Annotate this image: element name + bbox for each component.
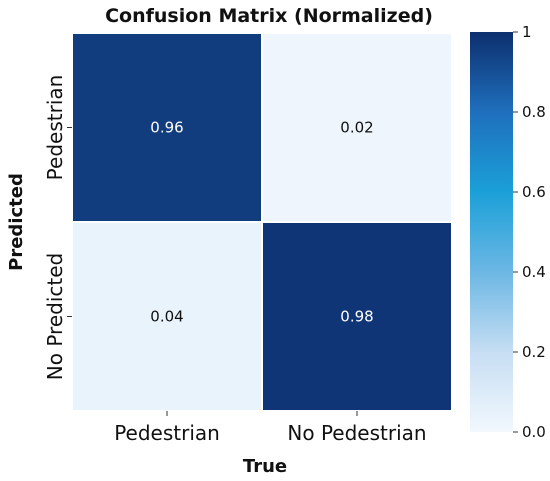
heatmap-cell [71, 32, 263, 223]
heatmap-cell [261, 32, 453, 223]
colorbar-ticks: 0.0 0.2 0.4 0.6 0.8 1 [513, 23, 546, 441]
heatmap-cell [71, 221, 263, 412]
x-tick-label: Pedestrian [114, 421, 220, 445]
colorbar-tick-label: 0.6 [522, 183, 546, 201]
cell-value-label: 0.04 [150, 308, 183, 326]
colorbar-tick-label: 1 [522, 23, 532, 41]
heatmap-cells: 0.96 0.02 0.04 0.98 [71, 32, 453, 412]
y-axis-label: Predicted [6, 173, 27, 271]
x-tick-label: No Pedestrian [287, 421, 426, 445]
x-axis-ticks: Pedestrian No Pedestrian [114, 411, 427, 445]
colorbar-tick-label: 0.4 [522, 263, 546, 281]
x-axis-label: True [243, 456, 287, 477]
cell-value-label: 0.02 [340, 119, 373, 137]
y-axis-ticks: Pedestrian No Predicted [43, 75, 72, 380]
colorbar-tick-label: 0.2 [522, 343, 546, 361]
y-tick-label: No Predicted [43, 253, 67, 380]
colorbar-tick-label: 0.8 [522, 103, 546, 121]
cell-value-label: 0.98 [340, 308, 373, 326]
colorbar [470, 32, 513, 432]
colorbar-tick-label: 0.0 [522, 423, 546, 441]
cell-value-label: 0.96 [150, 119, 183, 137]
chart-title: Confusion Matrix (Normalized) [105, 5, 433, 27]
y-tick-label: Pedestrian [43, 75, 67, 181]
heatmap-cell [261, 221, 453, 412]
